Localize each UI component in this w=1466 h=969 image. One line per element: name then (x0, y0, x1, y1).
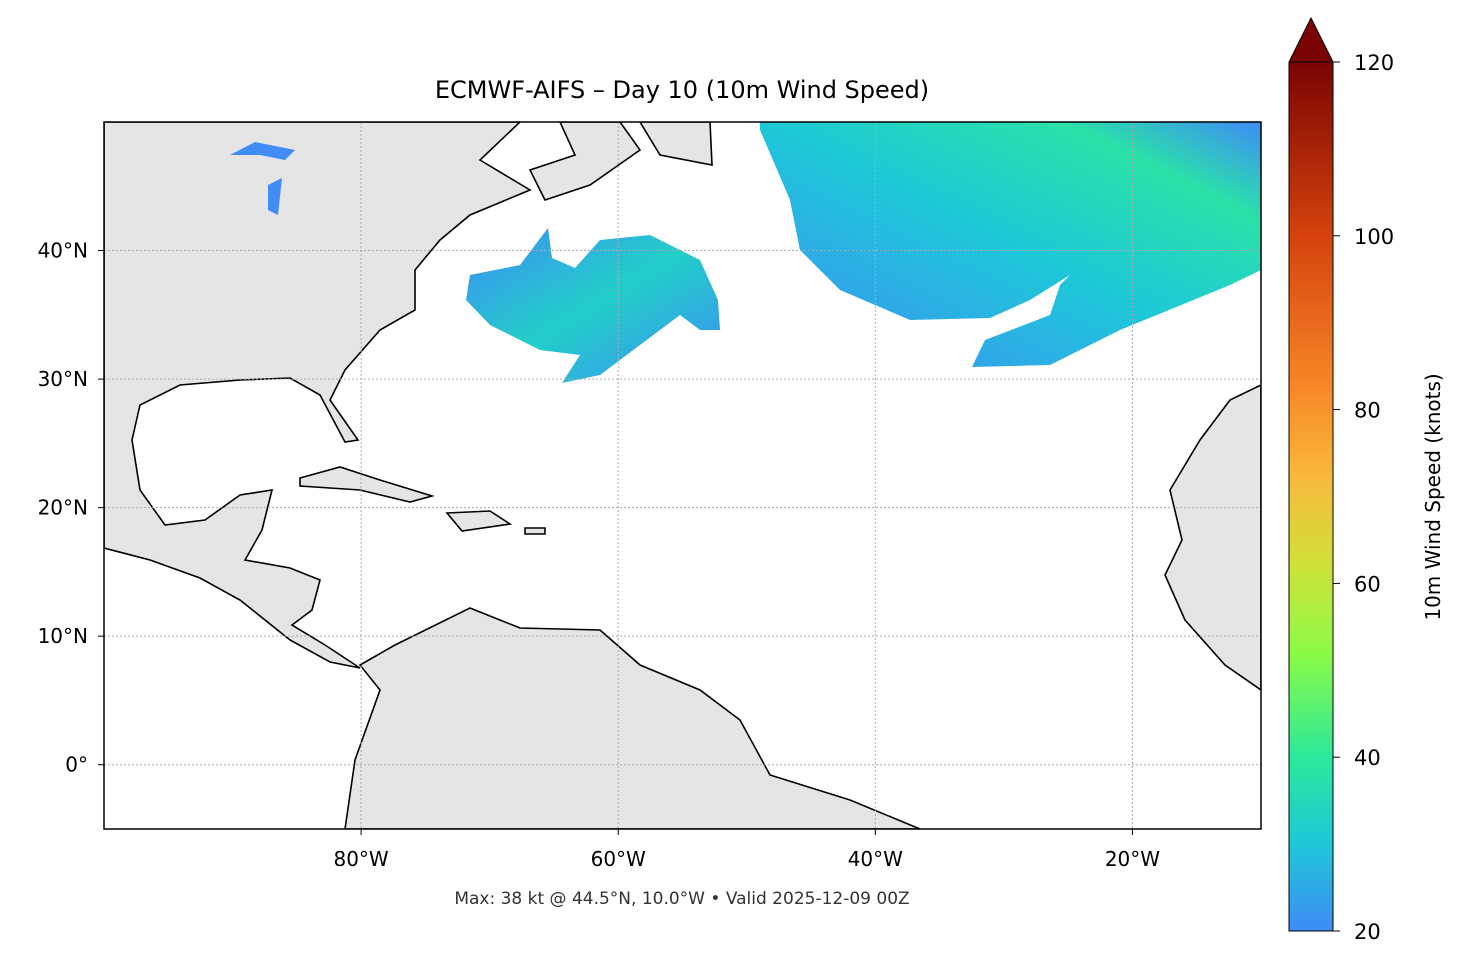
colorbar-tick-label: 100 (1354, 225, 1394, 249)
north-america (104, 122, 532, 669)
chart-title: ECMWF-AIFS – Day 10 (10m Wind Speed) (435, 76, 929, 104)
y-tick-label: 0° (65, 753, 88, 777)
colorbar-tick-label: 60 (1354, 572, 1381, 596)
x-tick-label: 40°W (848, 847, 903, 871)
great-lakes (230, 142, 295, 215)
south-america (344, 607, 921, 829)
wind-swath (760, 122, 1261, 367)
canada-east (528, 122, 713, 201)
x-tick-label: 20°W (1105, 847, 1160, 871)
colorbar-tick-label: 20 (1354, 920, 1381, 944)
y-tick-label: 40°N (38, 239, 88, 263)
colorbar (1288, 61, 1334, 932)
y-tick-label: 30°N (38, 367, 88, 391)
axes-frame (103, 121, 1262, 830)
y-tick-label: 10°N (38, 624, 88, 648)
colorbar-tick-label: 120 (1354, 51, 1394, 75)
colorbar-label: 10m Wind Speed (knots) (1421, 373, 1445, 620)
africa (1164, 384, 1261, 691)
colorbar-extend (1288, 16, 1334, 63)
map-area (104, 122, 1261, 829)
footer: Max: 38 kt @ 44.5°N, 10.0°W • Valid 2025… (454, 889, 909, 909)
x-tick-label: 80°W (333, 847, 388, 871)
hispaniola (445, 510, 513, 532)
puerto-rico (524, 527, 546, 535)
y-tick-label: 20°N (38, 496, 88, 520)
wind-swath (466, 228, 720, 383)
cuba (299, 466, 435, 503)
x-tick-label: 60°W (591, 847, 646, 871)
colorbar-tick-label: 80 (1354, 399, 1381, 423)
colorbar-tick-label: 40 (1354, 746, 1381, 770)
